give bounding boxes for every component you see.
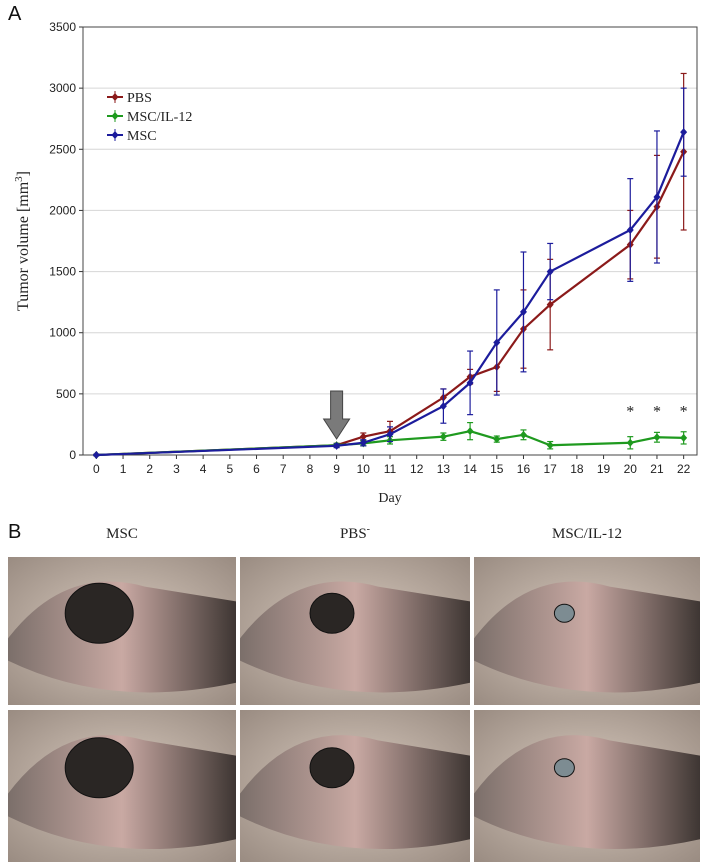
data-point — [466, 378, 474, 387]
data-point — [519, 430, 527, 439]
tumor — [309, 592, 355, 634]
mouse — [474, 735, 700, 850]
data-point — [680, 128, 688, 137]
legend-label: MSC/IL-12 — [127, 110, 192, 125]
tumor — [309, 747, 355, 789]
y-axis-label-text: Tumor volume [mm — [15, 181, 32, 311]
mouse — [240, 735, 470, 850]
column-label: MSC/IL-12 — [552, 526, 622, 542]
photo-grid: MSC PBS- MSC/IL-12 — [8, 524, 700, 862]
x-tick-label: 20 — [624, 462, 638, 476]
y-tick-label: 0 — [69, 448, 76, 462]
significance-mark: * — [680, 404, 688, 421]
x-tick-label: 7 — [280, 462, 287, 476]
x-tick-label: 21 — [650, 462, 664, 476]
data-point — [493, 338, 501, 347]
data-point — [653, 192, 661, 201]
y-tick-label: 2500 — [49, 142, 76, 156]
y-tick-label: 1500 — [49, 265, 76, 279]
plot-frame — [82, 26, 698, 456]
x-tick-label: 5 — [226, 462, 233, 476]
x-tick-label: 16 — [517, 462, 531, 476]
data-point — [546, 300, 554, 309]
arrow — [322, 390, 351, 440]
y-tick-label: 2000 — [49, 203, 76, 217]
data-point — [466, 427, 474, 436]
mouse — [240, 581, 470, 693]
x-tick-label: 1 — [120, 462, 127, 476]
column-label-sup: - — [367, 524, 370, 535]
data-point — [439, 402, 447, 411]
x-tick-label: 2 — [146, 462, 153, 476]
x-tick-label: 9 — [333, 462, 340, 476]
x-tick-label: 18 — [570, 462, 584, 476]
data-point — [519, 307, 527, 316]
x-tick-label: 19 — [597, 462, 611, 476]
series-line — [96, 131, 685, 457]
y-tick-label: 3500 — [49, 20, 76, 34]
x-tick-label: 15 — [490, 462, 504, 476]
x-tick-label: 10 — [357, 462, 371, 476]
legend-label: PBS — [127, 91, 152, 106]
x-tick-label: 22 — [677, 462, 691, 476]
x-tick-label: 11 — [384, 462, 397, 476]
panel-label: A — [8, 3, 22, 25]
x-tick-label: 17 — [543, 462, 557, 476]
y-tick-label: 1000 — [49, 326, 76, 340]
tumor — [553, 758, 575, 778]
tumor — [64, 737, 134, 799]
x-tick-label: 6 — [253, 462, 260, 476]
data-point — [680, 433, 688, 442]
y-tick-label: 500 — [56, 387, 76, 401]
data-point — [626, 225, 634, 234]
column-label: MSC — [106, 526, 138, 542]
legend-label: MSC — [127, 129, 157, 144]
data-point — [626, 438, 634, 447]
x-tick-label: 3 — [173, 462, 180, 476]
column-label-text: PBS — [340, 526, 367, 542]
mouse — [474, 581, 700, 693]
legend-marker — [111, 131, 119, 139]
data-point — [439, 432, 447, 441]
series-line — [96, 151, 685, 457]
column-label: PBS- — [340, 524, 370, 542]
column-label-text: MSC — [106, 526, 138, 542]
x-axis-label: Day — [378, 491, 401, 506]
data-point — [359, 438, 367, 447]
data-point — [653, 433, 661, 442]
legend-marker — [111, 93, 119, 101]
tumor — [64, 582, 134, 644]
y-axis-label-end: ] — [15, 171, 32, 176]
significance-mark: * — [653, 404, 661, 421]
data-point — [92, 451, 100, 459]
y-axis-label: Tumor volume [mm3] — [13, 171, 32, 311]
data-point — [386, 430, 394, 439]
x-tick-label: 0 — [93, 462, 100, 476]
significance-mark: * — [626, 404, 634, 421]
x-tick-label: 14 — [463, 462, 477, 476]
legend-marker — [111, 112, 119, 120]
y-tick-label: 3000 — [49, 81, 76, 95]
x-tick-label: 12 — [410, 462, 424, 476]
data-point — [546, 267, 554, 276]
data-point — [493, 435, 501, 444]
y-axis-label-sup: 3 — [13, 176, 25, 182]
data-point — [333, 441, 341, 450]
x-tick-label: 4 — [200, 462, 207, 476]
panel-label: B — [8, 521, 21, 543]
data-point — [359, 432, 367, 441]
x-tick-label: 8 — [307, 462, 314, 476]
column-label-text: MSC/IL-12 — [552, 526, 622, 542]
x-tick-label: 13 — [437, 462, 451, 476]
tumor — [553, 603, 575, 623]
data-point — [546, 441, 554, 450]
